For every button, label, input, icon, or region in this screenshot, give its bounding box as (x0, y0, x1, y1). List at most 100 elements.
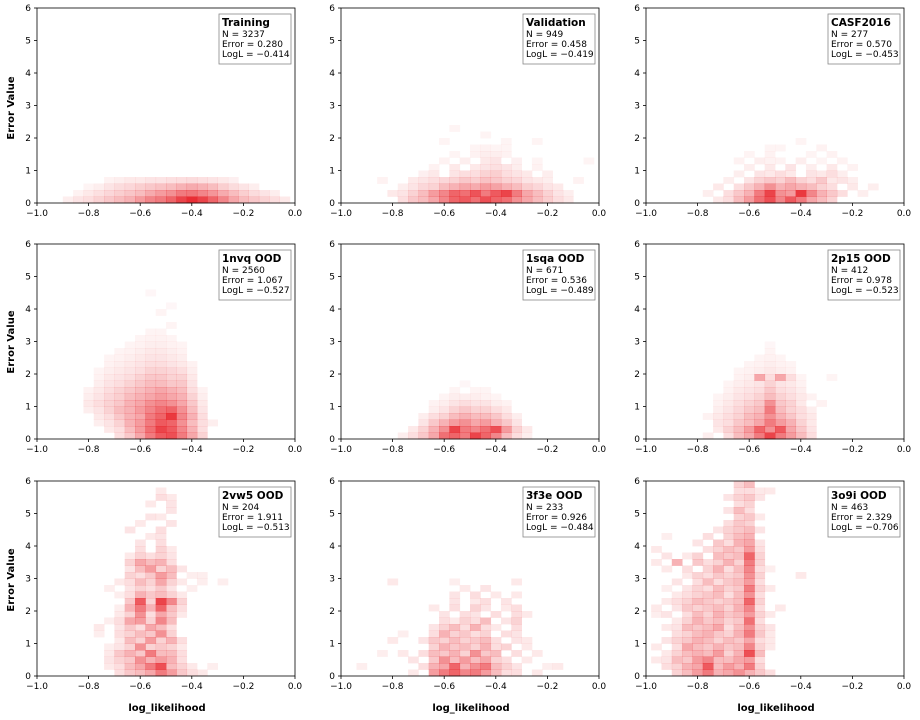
heatmap-cell (744, 559, 755, 566)
heatmap-cell (754, 585, 766, 592)
stats-line: N = 204 (222, 503, 259, 513)
heatmap-cell (449, 643, 461, 651)
heatmap-cell (480, 170, 492, 178)
heatmap-cell (754, 170, 766, 178)
heatmap-cell (754, 611, 766, 618)
heatmap-cell (775, 190, 786, 197)
panel-title: 2p15 OOD (831, 253, 891, 265)
heatmap-cell (459, 650, 471, 657)
y-tick-label: 5 (634, 273, 640, 283)
heatmap-cell (459, 157, 471, 165)
heatmap-cell (713, 539, 724, 547)
heatmap-cell (661, 552, 673, 560)
heatmap-cell (805, 170, 817, 178)
heatmap-cell (124, 400, 136, 407)
heatmap-cell (459, 663, 471, 670)
heatmap-cell (500, 183, 512, 191)
heatmap-cell (744, 604, 755, 612)
heatmap-cell (702, 578, 714, 586)
heatmap-cell (135, 393, 146, 401)
heatmap-cell (480, 177, 492, 184)
heatmap-cell (166, 591, 177, 599)
heatmap-cell (733, 387, 745, 394)
heatmap-cell (93, 413, 105, 420)
heatmap-cell (155, 656, 167, 664)
heatmap-cell (671, 578, 683, 586)
heatmap-cell (661, 663, 673, 670)
x-tick-label: −0.4 (181, 209, 203, 219)
heatmap-cell (93, 630, 105, 638)
panel-title: 3f3e OOD (526, 490, 583, 502)
heatmap-cell (104, 367, 115, 375)
heatmap-cell (480, 164, 492, 171)
heatmap-cell (145, 663, 157, 670)
x-tick-label: −0.2 (536, 209, 558, 219)
heatmap-cell (816, 190, 827, 197)
heatmap-cell (702, 656, 714, 664)
heatmap-cell (428, 432, 440, 440)
heatmap-cell (176, 565, 188, 573)
heatmap-cell (104, 354, 115, 362)
heatmap-cell (449, 669, 461, 677)
heatmap-cell (186, 432, 198, 440)
heatmap-cell (775, 177, 786, 184)
heatmap-cell (135, 559, 146, 566)
heatmap-cell (449, 663, 461, 670)
heatmap-cell (166, 426, 177, 433)
heatmap-cell (733, 650, 745, 657)
heatmap-cell (480, 630, 492, 638)
heatmap-cell (480, 617, 492, 625)
heatmap-cell (166, 624, 177, 631)
heatmap-cell (692, 552, 704, 560)
heatmap-cell (114, 387, 126, 394)
x-tick-label: −1.0 (26, 445, 48, 455)
heatmap-cell (114, 393, 126, 401)
heatmap-cell (124, 393, 136, 401)
heatmap-cell (408, 432, 419, 440)
stats-line: Error = 0.570 (831, 40, 892, 50)
heatmap-cell (124, 374, 136, 381)
heatmap-cell (754, 419, 766, 427)
heatmap-cell (723, 650, 735, 657)
heatmap-cell (511, 669, 522, 677)
heatmap-cell (397, 196, 409, 204)
x-tick-label: −0.4 (181, 682, 203, 692)
heatmap-cell (145, 426, 157, 433)
heatmap-cell (104, 419, 115, 427)
heatmap-cell (733, 487, 745, 495)
heatmap-cell (124, 650, 136, 657)
heatmap-cell (135, 539, 146, 547)
heatmap-cell (124, 630, 136, 638)
heatmap-cell (459, 196, 471, 204)
heatmap-cell (785, 196, 797, 204)
heatmap-cell (713, 663, 724, 670)
heatmap-cell (166, 380, 177, 388)
heatmap-cell (114, 374, 126, 381)
stats-line: N = 671 (526, 266, 563, 276)
heatmap-cell (552, 183, 564, 191)
heatmap-cell (682, 598, 693, 605)
heatmap-cell (805, 190, 817, 197)
heatmap-cell (166, 552, 177, 560)
heatmap-cell (145, 578, 157, 586)
heatmap-cell (145, 585, 157, 592)
heatmap-cell (723, 387, 735, 394)
heatmap-cell (723, 552, 735, 560)
y-tick-label: 0 (329, 199, 335, 209)
heatmap-cell (93, 190, 105, 197)
heatmap-cell (114, 380, 126, 388)
heatmap-cell (764, 196, 776, 204)
heatmap-cell (542, 663, 553, 670)
x-tick-label: −1.0 (26, 209, 48, 219)
heatmap-cell (155, 400, 167, 407)
heatmap-cell (145, 348, 157, 355)
heatmap-cell (785, 387, 797, 394)
heatmap-cell (104, 663, 115, 670)
heatmap-cell (470, 406, 481, 414)
heatmap-cell (682, 591, 693, 599)
heatmap-cell (816, 196, 827, 204)
heatmap-cell (692, 604, 704, 612)
heatmap-cell (480, 650, 492, 657)
heatmap-cell (764, 341, 776, 349)
heatmap-cell (775, 157, 786, 165)
